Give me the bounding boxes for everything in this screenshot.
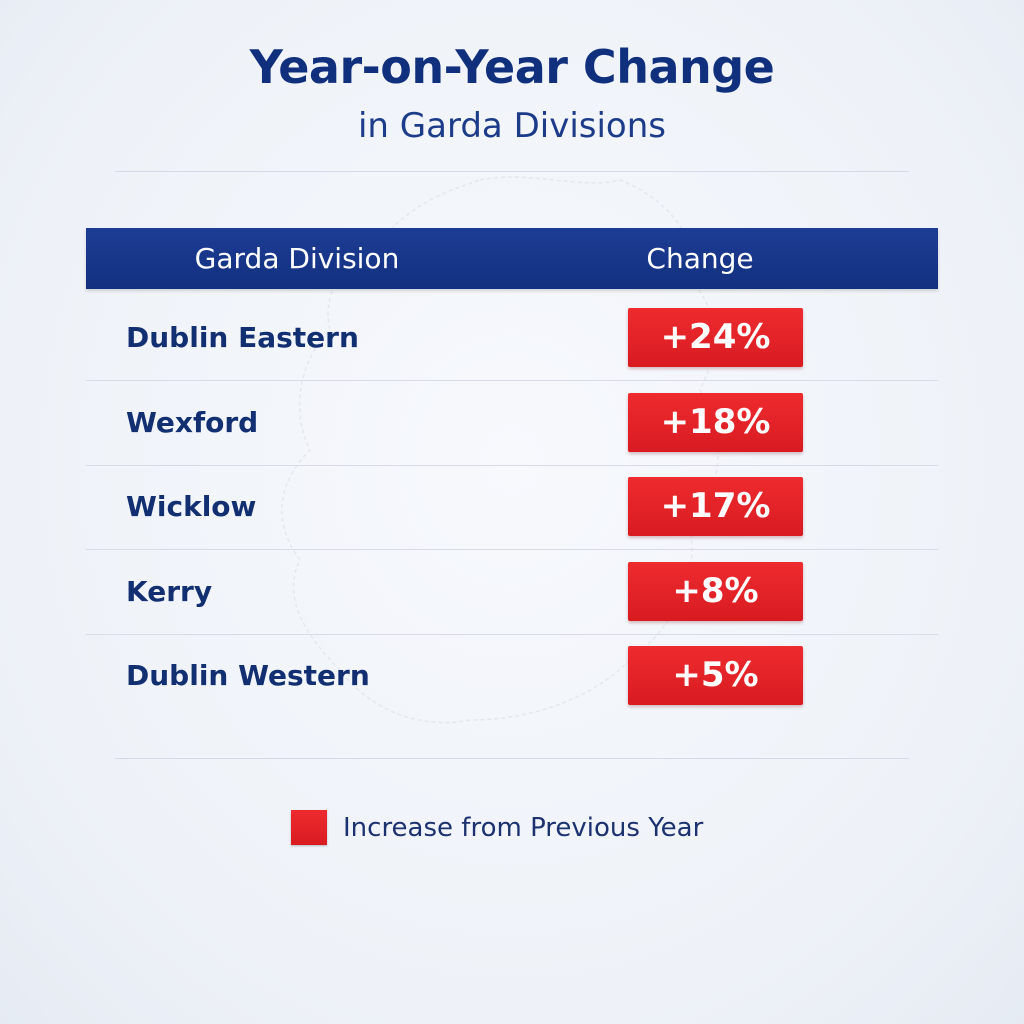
legend-label: Increase from Previous Year [343, 813, 704, 843]
chart-title: Year-on-Year Change [249, 40, 775, 94]
row-divider [86, 464, 938, 466]
change-badge: +5% [628, 646, 803, 705]
row-divider [86, 633, 938, 635]
division-name: Dublin Western [126, 659, 370, 692]
column-header-division: Garda Division [194, 242, 400, 275]
table-row: Dublin Western +5% [86, 644, 938, 728]
division-name: Kerry [126, 574, 213, 608]
change-badge: +18% [628, 392, 803, 452]
change-badge: +17% [628, 477, 803, 536]
table-row: Wexford +18% [86, 391, 938, 475]
top-divider [115, 171, 909, 172]
division-name: Wicklow [126, 490, 257, 523]
column-header-change: Change [646, 242, 754, 275]
table-header: Garda Division Change [86, 228, 938, 289]
change-badge: +24% [628, 308, 803, 367]
row-divider [86, 380, 938, 381]
bottom-divider [115, 758, 909, 759]
division-name: Wexford [126, 405, 259, 439]
table-row: Dublin Eastern +24% [86, 306, 938, 390]
chart-subtitle: in Garda Divisions [357, 106, 666, 146]
division-name: Dublin Eastern [126, 321, 359, 354]
table-row: Kerry +8% [86, 560, 938, 644]
legend-swatch-increase [291, 810, 327, 845]
change-badge: +8% [628, 561, 803, 621]
table-row: Wicklow +17% [86, 475, 938, 559]
row-divider [86, 549, 938, 550]
